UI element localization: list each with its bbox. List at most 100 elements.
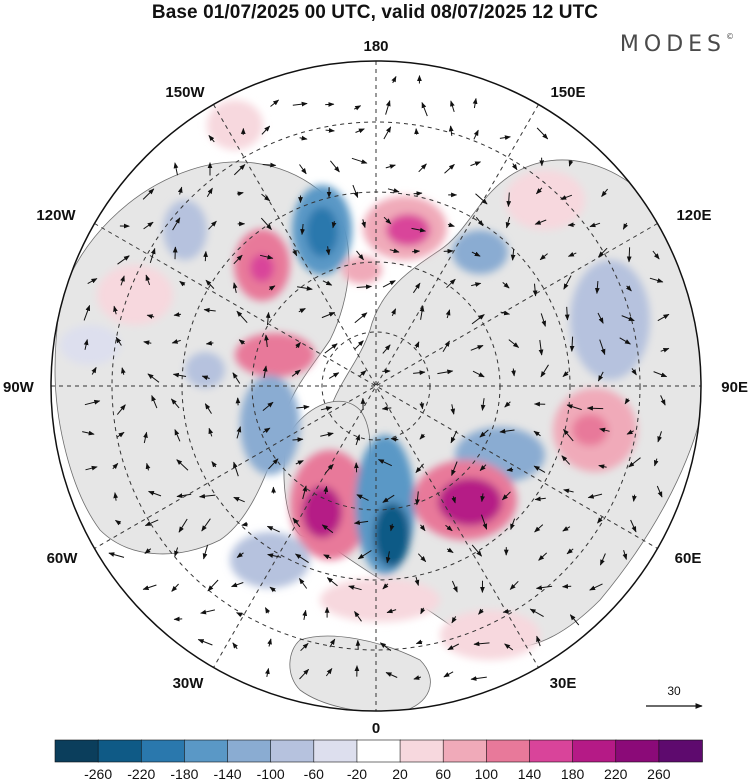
- wind-vector: [144, 548, 152, 554]
- wind-vector: [451, 616, 457, 624]
- wind-vector: [324, 343, 338, 354]
- wind-vector: [108, 552, 125, 558]
- wind-vector: [300, 223, 305, 236]
- wind-vector: [268, 458, 279, 470]
- colorbar-swatch: [442, 739, 488, 763]
- wind-vector: [325, 128, 335, 133]
- wind-vector: [236, 426, 242, 439]
- colorbar-swatch: [486, 739, 531, 763]
- wind-vector: [508, 339, 520, 348]
- wind-vector: [377, 459, 393, 467]
- wind-vector: [259, 254, 274, 260]
- wind-vector: [330, 160, 340, 173]
- wind-vector: [262, 401, 274, 411]
- colorbar-tick-label: -260: [84, 766, 112, 782]
- wind-vector: [176, 459, 189, 471]
- wind-vector: [534, 524, 544, 533]
- wind-vector: [326, 577, 338, 587]
- wind-vector: [361, 219, 366, 229]
- wind-vector: [624, 398, 630, 405]
- wind-vector: [470, 676, 487, 681]
- wind-vector: [236, 191, 244, 197]
- wind-vector: [535, 187, 543, 195]
- wind-vector: [599, 553, 606, 566]
- wind-vector: [144, 519, 159, 527]
- wind-vector: [113, 305, 118, 315]
- wind-vector: [601, 188, 608, 197]
- wind-vector: [83, 304, 91, 321]
- wind-vector: [173, 616, 183, 622]
- colorbar-tick-label: 140: [518, 766, 542, 782]
- wind-vector: [113, 492, 119, 501]
- wind-vector: [390, 437, 399, 442]
- wind-vector: [622, 550, 628, 560]
- wind-vector: [385, 551, 391, 564]
- wind-vector: [233, 461, 239, 477]
- wind-vector: [567, 222, 576, 228]
- wind-vector: [171, 339, 181, 344]
- wind-vector: [504, 401, 511, 408]
- wind-vector: [323, 554, 332, 560]
- wind-vector: [597, 516, 603, 524]
- wind-vector: [382, 344, 391, 354]
- wind-vector: [208, 135, 215, 143]
- wind-vector: [510, 518, 516, 530]
- wind-vector: [355, 128, 365, 134]
- wind-vector: [444, 164, 455, 174]
- wind-vector: [201, 375, 210, 381]
- wind-vector: [389, 523, 395, 532]
- anomaly-blob: [386, 214, 430, 246]
- wind-vector: [417, 553, 427, 563]
- wind-vector: [538, 552, 548, 561]
- wind-vector: [379, 642, 392, 652]
- wind-vector: [506, 467, 514, 472]
- wind-vector: [116, 431, 125, 438]
- wind-vector: [262, 162, 277, 168]
- wind-vector: [450, 404, 456, 415]
- wind-vector: [178, 518, 188, 533]
- wind-vector: [296, 404, 310, 410]
- wind-vector: [621, 315, 635, 322]
- colorbar-swatch: [313, 739, 358, 763]
- wind-vector: [473, 129, 479, 140]
- graticule: [51, 61, 701, 711]
- wind-vector: [179, 280, 186, 287]
- wind-vector: [387, 188, 400, 193]
- wind-vector: [447, 643, 460, 651]
- wind-vector: [298, 308, 306, 314]
- wind-vector: [480, 493, 485, 503]
- wind-vector: [567, 251, 577, 257]
- wind-vector: [443, 248, 454, 254]
- wind-vector: [415, 491, 420, 506]
- map-boundary: [50, 60, 702, 712]
- colorbar-swatch: [97, 739, 143, 763]
- wind-vector: [115, 336, 122, 346]
- wind-vector: [480, 398, 486, 411]
- wind-vector: [354, 611, 362, 622]
- wind-vector: [415, 463, 424, 474]
- wind-vector: [204, 403, 212, 414]
- wind-vector: [419, 433, 426, 440]
- wind-vector: [232, 282, 238, 294]
- wind-vector: [82, 430, 95, 436]
- anomaly-blob: [60, 325, 120, 365]
- wind-vector: [475, 216, 484, 227]
- wind-vector: [660, 395, 666, 406]
- wind-vector: [599, 427, 610, 433]
- wind-vector: [540, 364, 549, 378]
- wind-vector: [292, 101, 308, 107]
- wind-vector: [302, 609, 308, 620]
- wind-vector: [207, 579, 219, 592]
- lon-label-120e: 120E: [676, 207, 711, 224]
- wind-vector: [121, 367, 126, 375]
- colorbar-swatch: [572, 739, 617, 763]
- wind-vector: [412, 249, 421, 254]
- wind-vector: [174, 429, 181, 442]
- wind-vector: [268, 285, 276, 291]
- wind-vector: [566, 404, 582, 411]
- wind-vector: [233, 496, 245, 503]
- wind-vector: [505, 216, 511, 229]
- lon-label-90w: 90W: [3, 379, 35, 396]
- wind-vector: [262, 365, 268, 379]
